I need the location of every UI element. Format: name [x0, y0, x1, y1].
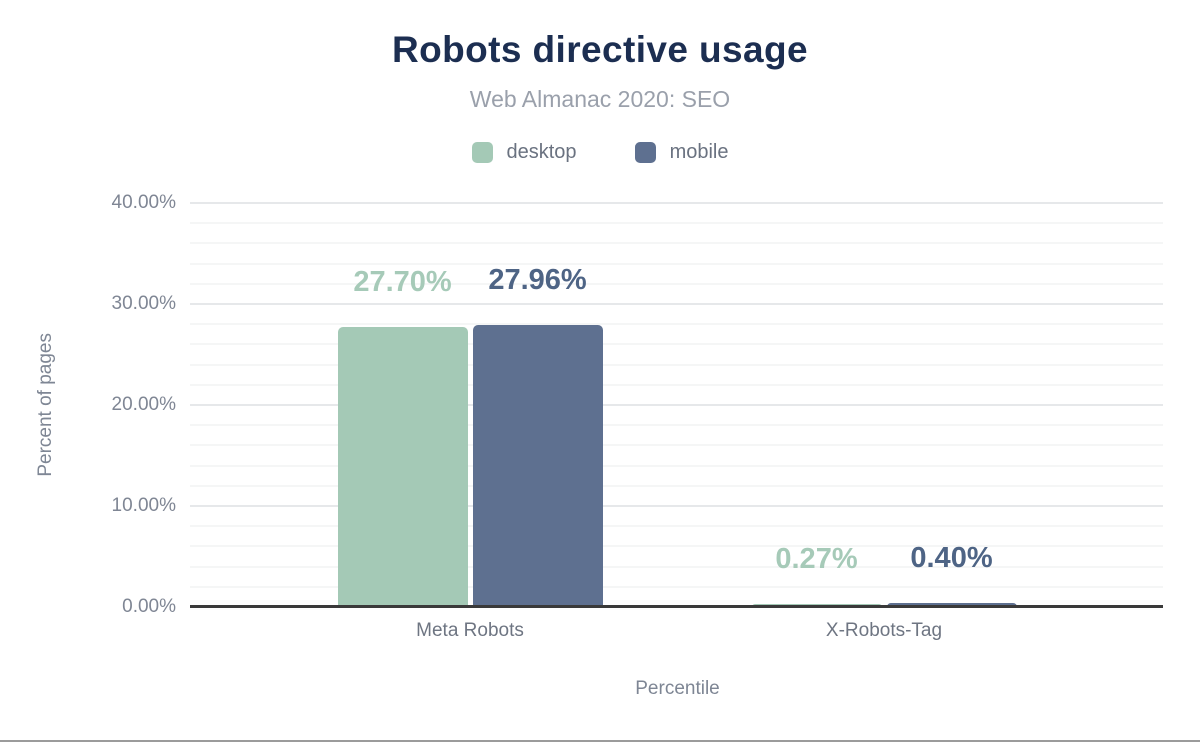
- value-label-mobile-meta-robots: 27.96%: [488, 263, 587, 296]
- x-category-label-meta-robots: Meta Robots: [416, 620, 524, 641]
- legend-swatch-desktop: [471, 142, 493, 163]
- y-tick-label-30-00-: 30.00%: [111, 293, 176, 314]
- value-label-desktop-x-robots-tag: 0.27%: [775, 543, 858, 576]
- x-axis-line: [190, 605, 1163, 608]
- legend-label-mobile: mobile: [669, 141, 729, 163]
- gridline-minor: [190, 282, 1163, 285]
- gridline-minor: [190, 343, 1163, 346]
- gridline-minor: [190, 363, 1163, 366]
- gridline-minor: [190, 545, 1163, 548]
- gridline-major: [190, 404, 1163, 406]
- y-tick-label-10-00-: 10.00%: [111, 495, 176, 516]
- y-tick-label-40-00-: 40.00%: [111, 192, 176, 213]
- y-axis-ticks: 0.00% 10.00% 20.00% 30.00% 40.00%: [60, 192, 183, 617]
- legend-label-desktop: desktop: [506, 141, 577, 163]
- gridline-minor: [190, 383, 1163, 386]
- y-axis-title: Percent of pages: [35, 333, 56, 477]
- bar-mobile-meta-robots[interactable]: [472, 324, 603, 607]
- y-tick-label-0-00-: 0.00%: [122, 596, 176, 617]
- x-category-label-x-robots-tag: X-Robots-Tag: [825, 620, 943, 641]
- x-axis-title: Percentile: [635, 678, 720, 699]
- legend-item-mobile[interactable]: mobile: [634, 141, 729, 164]
- gridline-minor: [190, 424, 1163, 427]
- bar-mobile-x-robots-tag[interactable]: [886, 602, 1017, 607]
- gridline-minor: [190, 323, 1163, 326]
- gridline-minor: [190, 565, 1163, 568]
- gridline-minor: [190, 262, 1163, 265]
- gridline-minor: [190, 242, 1163, 245]
- value-label-desktop-meta-robots: 27.70%: [353, 266, 452, 299]
- gridline-major: [190, 303, 1163, 305]
- gridline-minor: [190, 484, 1163, 487]
- chart-subtitle: Web Almanac 2020: SEO: [469, 86, 731, 112]
- bar-desktop-meta-robots[interactable]: [337, 327, 468, 607]
- gridline-minor: [190, 585, 1163, 588]
- gridline-minor: [190, 525, 1163, 528]
- legend-item-desktop[interactable]: desktop: [471, 141, 577, 164]
- gridline-minor: [190, 222, 1163, 225]
- gridline-major: [190, 505, 1163, 507]
- legend-swatch-mobile: [634, 142, 656, 163]
- chart-title: Robots directive usage: [392, 29, 808, 70]
- plot-area: 27.70% 27.96% Meta Robots 0.27% 0.40% X-Robot…: [190, 202, 1165, 641]
- legend: desktop mobile: [0, 141, 1200, 164]
- gridline-major: [190, 202, 1163, 204]
- value-label-mobile-x-robots-tag: 0.40%: [910, 541, 993, 574]
- y-tick-label-20-00-: 20.00%: [111, 394, 176, 415]
- gridline-minor: [190, 464, 1163, 467]
- gridline-minor: [190, 444, 1163, 447]
